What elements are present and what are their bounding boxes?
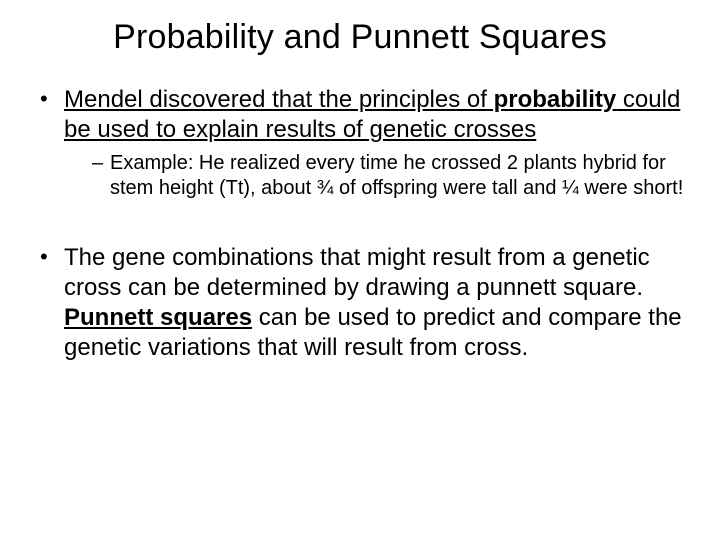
- bullet-2-keyword: Punnett squares: [64, 304, 252, 331]
- slide-title: Probability and Punnett Squares: [32, 18, 688, 57]
- bullet-2: The gene combinations that might result …: [40, 243, 688, 363]
- bullet-2-text-pre: The gene combinations that might result …: [64, 244, 650, 301]
- sub-bullet-1: Example: He realized every time he cross…: [92, 151, 688, 201]
- spacer: [32, 209, 688, 243]
- bullet-1-text-pre: Mendel discovered that the principles of: [64, 86, 487, 113]
- bullet-1-keyword: probability: [487, 86, 616, 113]
- sub-bullet-list-1: Example: He realized every time he cross…: [64, 151, 688, 201]
- slide: Probability and Punnett Squares Mendel d…: [0, 0, 720, 540]
- bullet-list-2: The gene combinations that might result …: [32, 243, 688, 363]
- bullet-1: Mendel discovered that the principles of…: [40, 85, 688, 201]
- bullet-list: Mendel discovered that the principles of…: [32, 85, 688, 201]
